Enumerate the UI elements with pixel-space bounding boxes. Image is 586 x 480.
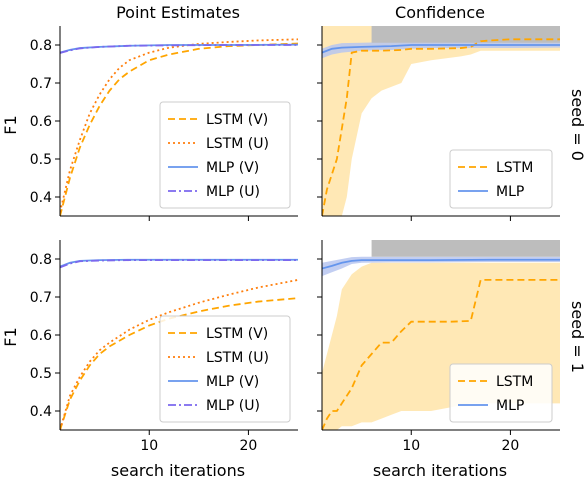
col-title-point: Point Estimates bbox=[116, 3, 240, 22]
y-tick-label: 0.4 bbox=[30, 190, 52, 206]
legend-label-lstm-v: LSTM (V) bbox=[206, 326, 268, 342]
plot-area bbox=[60, 38, 298, 216]
legend: LSTM (V) LSTM (U) MLP (V) MLP (U) bbox=[159, 315, 291, 423]
panel-seed0-conf: LSTM MLP bbox=[317, 26, 560, 221]
ylabel-seed0: F1 bbox=[1, 115, 20, 134]
band-overlap bbox=[371, 26, 560, 43]
y-tick-label: 0.7 bbox=[30, 290, 52, 306]
x-tick-label: 10 bbox=[140, 438, 158, 454]
y-tick-label: 0.6 bbox=[30, 114, 52, 130]
legend: LSTM MLP bbox=[449, 149, 553, 209]
y-tick-label: 0.5 bbox=[30, 366, 52, 382]
legend-label-mlp-u: MLP (U) bbox=[206, 398, 260, 414]
series-line-mlp-u bbox=[60, 44, 298, 54]
band-overlap bbox=[371, 240, 560, 257]
series-line-mlp bbox=[322, 258, 560, 270]
y-tick-label: 0.8 bbox=[30, 38, 52, 54]
legend: LSTM (V) LSTM (U) MLP (V) MLP (U) bbox=[159, 101, 291, 209]
panel-seed1-conf: 10 20 LSTM MLP bbox=[317, 240, 560, 454]
panel-seed0-point: 0.4 0.5 0.6 0.7 0.8 LSTM (V) LSTM (U) MLP (V) ML… bbox=[30, 26, 298, 221]
xlabel-point: search iterations bbox=[111, 461, 245, 480]
legend-label-lstm: LSTM bbox=[496, 374, 533, 390]
legend-label-mlp: MLP bbox=[496, 398, 524, 414]
y-tick-label: 0.7 bbox=[30, 76, 52, 92]
series-line-lstm-v bbox=[60, 42, 298, 216]
series-line-lstm-u bbox=[60, 279, 298, 430]
y-tick-label: 0.8 bbox=[30, 252, 52, 268]
y-tick-label: 0.4 bbox=[30, 404, 52, 420]
plot-area bbox=[322, 26, 560, 216]
y-tick-label: 0.6 bbox=[30, 328, 52, 344]
plot-area bbox=[60, 258, 298, 430]
legend-box bbox=[449, 363, 553, 423]
legend-label-mlp-u: MLP (U) bbox=[206, 184, 260, 200]
band-lstm bbox=[322, 26, 560, 216]
series-line-mlp bbox=[322, 44, 560, 54]
legend-label-lstm-u: LSTM (U) bbox=[206, 136, 269, 152]
legend-label-mlp-v: MLP (V) bbox=[206, 374, 259, 390]
legend-label-lstm: LSTM bbox=[496, 160, 533, 176]
row-label-seed1: seed = 1 bbox=[568, 301, 586, 373]
legend-label-lstm-v: LSTM (V) bbox=[206, 112, 268, 128]
x-tick-label: 20 bbox=[502, 438, 520, 454]
series-line-lstm bbox=[322, 279, 560, 430]
y-tick-label: 0.5 bbox=[30, 152, 52, 168]
legend-box bbox=[159, 315, 291, 423]
col-title-conf: Confidence bbox=[395, 3, 485, 22]
legend-label-mlp: MLP bbox=[496, 184, 524, 200]
xlabel-conf: search iterations bbox=[373, 461, 507, 480]
series-line-mlp-u bbox=[60, 259, 298, 269]
series-line-lstm-v bbox=[60, 297, 298, 430]
legend-box bbox=[449, 149, 553, 209]
legend-label-mlp-v: MLP (V) bbox=[206, 160, 259, 176]
x-tick-label: 10 bbox=[402, 438, 420, 454]
ylabel-seed1: F1 bbox=[1, 327, 20, 346]
legend-box bbox=[159, 101, 291, 209]
band-mlp bbox=[322, 256, 560, 277]
legend: LSTM MLP bbox=[449, 363, 553, 423]
row-label-seed0: seed = 0 bbox=[568, 89, 586, 161]
legend-label-lstm-u: LSTM (U) bbox=[206, 350, 269, 366]
x-tick-label: 20 bbox=[240, 438, 258, 454]
panel-seed1-point: 0.4 0.5 0.6 0.7 0.8 10 20 LSTM (V) LSTM (U) MLP (… bbox=[30, 240, 298, 454]
